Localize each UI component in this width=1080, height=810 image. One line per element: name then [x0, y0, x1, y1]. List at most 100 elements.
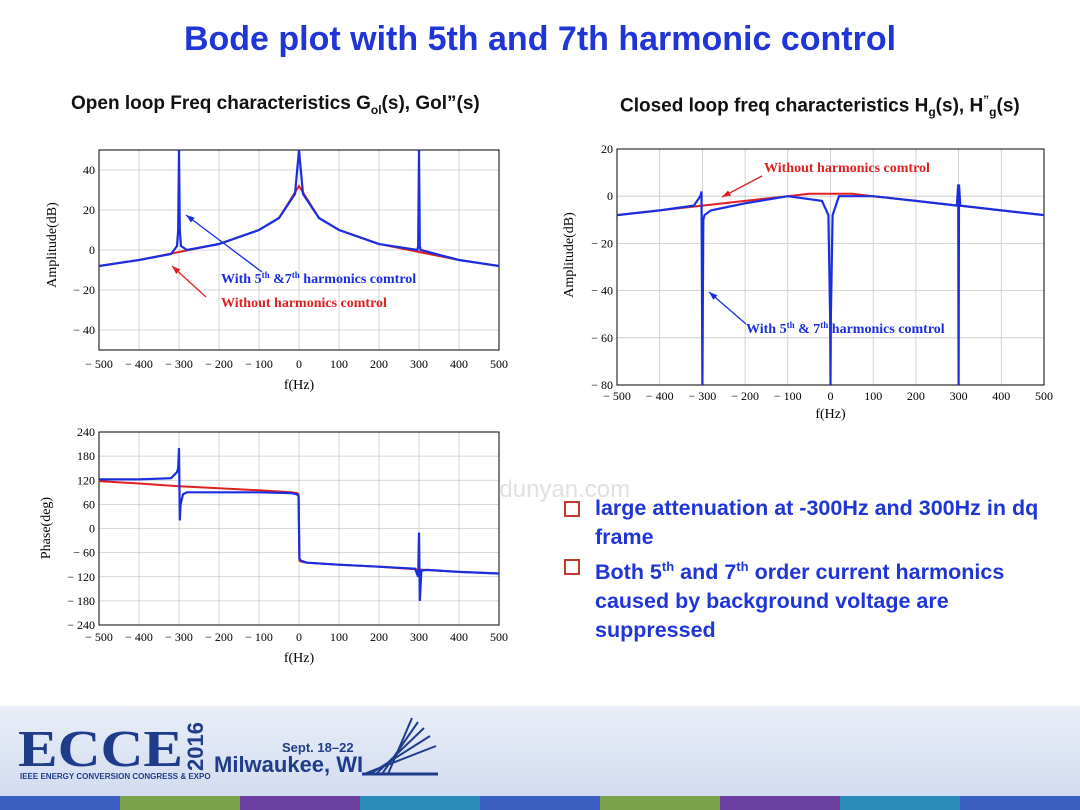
footer-color-strip	[0, 796, 1080, 810]
y-tick-label: − 40	[73, 323, 95, 337]
chart-open-phase: − 500 − 400 − 300 − 200 − 100 0 100 200 300 400 50…	[39, 425, 508, 666]
y-tick-label: 0	[89, 243, 95, 257]
series-line-blue	[99, 150, 499, 268]
annotation-arrow	[185, 214, 263, 273]
chart-open-amp: − 500− 400− 300− 200− 100 0 100 200 300 400 50…	[45, 149, 508, 393]
x-tick-label: 300	[410, 357, 428, 371]
x-tick-label: 400	[450, 630, 468, 644]
x-tick-label: − 400	[646, 389, 674, 403]
open-loop-heading-text: Open loop Freq characteristics G	[71, 93, 371, 114]
y-tick-label: − 60	[73, 546, 95, 560]
open-loop-heading-sub: ol	[370, 102, 382, 117]
x-tick-label: 500	[490, 630, 508, 644]
x-tick-label: − 300	[689, 389, 717, 403]
x-tick-label: − 100	[245, 630, 273, 644]
x-tick-label: 400	[992, 389, 1010, 403]
y-tick-label: 180	[77, 449, 95, 463]
conference-dates: Sept. 18–22	[282, 740, 354, 755]
y-axis-label: Amplitude(dB)	[45, 202, 60, 288]
x-tick-label: − 200	[205, 630, 233, 644]
x-tick-label: 100	[864, 389, 882, 403]
annotation-sup: th	[820, 320, 828, 330]
annotation-sup: th	[787, 320, 795, 330]
x-tick-label: − 100	[774, 389, 802, 403]
annotation-text: & 7	[795, 322, 821, 337]
x-tick-label: − 200	[731, 389, 759, 403]
x-tick-label: 200	[370, 357, 388, 371]
ecce-org: IEEE ENERGY CONVERSION CONGRESS & EXPO	[20, 772, 211, 781]
x-axis-label: f(Hz)	[284, 651, 315, 666]
bullet-sup: th	[736, 559, 749, 574]
x-tick-label: 100	[330, 630, 348, 644]
series-line-blue	[99, 448, 499, 601]
checkbox-bullet-icon	[564, 501, 580, 517]
closed-loop-heading: Closed loop freq characteristics Hg(s), …	[620, 93, 1020, 119]
annotation-label: With 5th & 7th harmonics comtrol	[746, 320, 945, 337]
annotation-arrowhead	[709, 292, 718, 300]
closed-loop-heading-sub2: g	[989, 105, 997, 120]
closed-loop-heading-mid: (s), H	[935, 95, 984, 117]
y-tick-label: − 20	[591, 236, 613, 250]
x-tick-label: 0	[296, 357, 302, 371]
annotation-arrowhead	[186, 215, 195, 223]
x-tick-label: 0	[828, 389, 834, 403]
annotation-label: Without harmonics comtrol	[764, 161, 930, 176]
x-tick-label: − 300	[165, 630, 193, 644]
y-tick-label: 240	[77, 425, 95, 439]
ecce-year: 2016	[183, 722, 208, 771]
x-tick-label: 300	[410, 630, 428, 644]
x-tick-label: 0	[296, 630, 302, 644]
bullet-sup: th	[661, 559, 675, 574]
ecce-logo-text: ECCE	[18, 724, 183, 770]
annotation-arrowhead	[172, 266, 181, 274]
open-loop-heading: Open loop Freq characteristics Gol(s), G…	[71, 93, 480, 117]
ecce-logo: ECCE	[18, 724, 183, 770]
x-tick-label: 300	[950, 389, 968, 403]
bullet-text: large attenuation at -300Hz and 300Hz in…	[595, 496, 1039, 549]
x-tick-label: 500	[1035, 389, 1053, 403]
x-tick-label: − 400	[125, 630, 153, 644]
annotation-text: harmonics comtrol	[828, 322, 944, 337]
y-tick-label: 0	[89, 522, 95, 536]
x-tick-label: 400	[450, 357, 468, 371]
x-tick-label: − 500	[85, 357, 113, 371]
bullet-list: large attenuation at -300Hz and 300Hz in…	[562, 494, 1067, 645]
checkbox-bullet-icon	[564, 559, 580, 575]
annotation-label: With 5th &7th harmonics comtrol	[221, 270, 416, 287]
y-tick-label: − 240	[67, 618, 95, 632]
y-tick-label: − 20	[73, 283, 95, 297]
closed-loop-heading-sup: ”	[983, 93, 990, 107]
x-tick-label: 100	[330, 357, 348, 371]
y-tick-label: 20	[601, 142, 613, 156]
slide-title: Bode plot with 5th and 7th harmonic cont…	[183, 20, 897, 58]
annotation-text: harmonics comtrol	[300, 272, 416, 287]
bullet-text-pre: Both 5	[595, 560, 662, 585]
x-tick-label: − 500	[85, 630, 113, 644]
annotation-arrowhead	[722, 190, 731, 197]
y-tick-label: − 60	[591, 331, 613, 345]
footer-banner	[0, 706, 1080, 810]
milwaukee-art-museum-icon	[362, 717, 438, 776]
y-axis-label: Phase(deg)	[39, 497, 54, 560]
closed-loop-heading-tail: (s)	[996, 95, 1020, 117]
annotation-sup: th	[262, 270, 270, 280]
series-line-blue	[617, 184, 1044, 385]
closed-loop-heading-sub: g	[928, 105, 936, 120]
y-axis-label: Amplitude(dB)	[562, 212, 577, 298]
y-tick-label: − 40	[591, 284, 613, 298]
x-tick-label: − 400	[125, 357, 153, 371]
y-tick-label: 120	[77, 473, 95, 487]
x-tick-label: − 100	[245, 357, 273, 371]
x-tick-label: 200	[907, 389, 925, 403]
bullet-item: Both 5th and 7th order current harmonics…	[562, 552, 1067, 645]
y-tick-label: 20	[83, 203, 95, 217]
x-tick-label: 500	[490, 357, 508, 371]
bullet-text-post: order current harmonics caused by backgr…	[595, 560, 1005, 643]
y-tick-label: − 120	[67, 570, 95, 584]
x-tick-label: 200	[370, 630, 388, 644]
annotation-text: With 5	[221, 272, 262, 287]
x-tick-label: − 500	[603, 389, 631, 403]
x-tick-label: − 200	[205, 357, 233, 371]
